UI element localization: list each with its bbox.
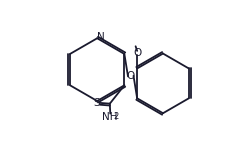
Text: O: O bbox=[132, 48, 141, 58]
Text: S: S bbox=[93, 98, 100, 108]
Text: NH: NH bbox=[102, 112, 118, 122]
Text: 2: 2 bbox=[112, 112, 118, 121]
Text: O: O bbox=[126, 71, 134, 81]
Text: N: N bbox=[97, 32, 104, 43]
